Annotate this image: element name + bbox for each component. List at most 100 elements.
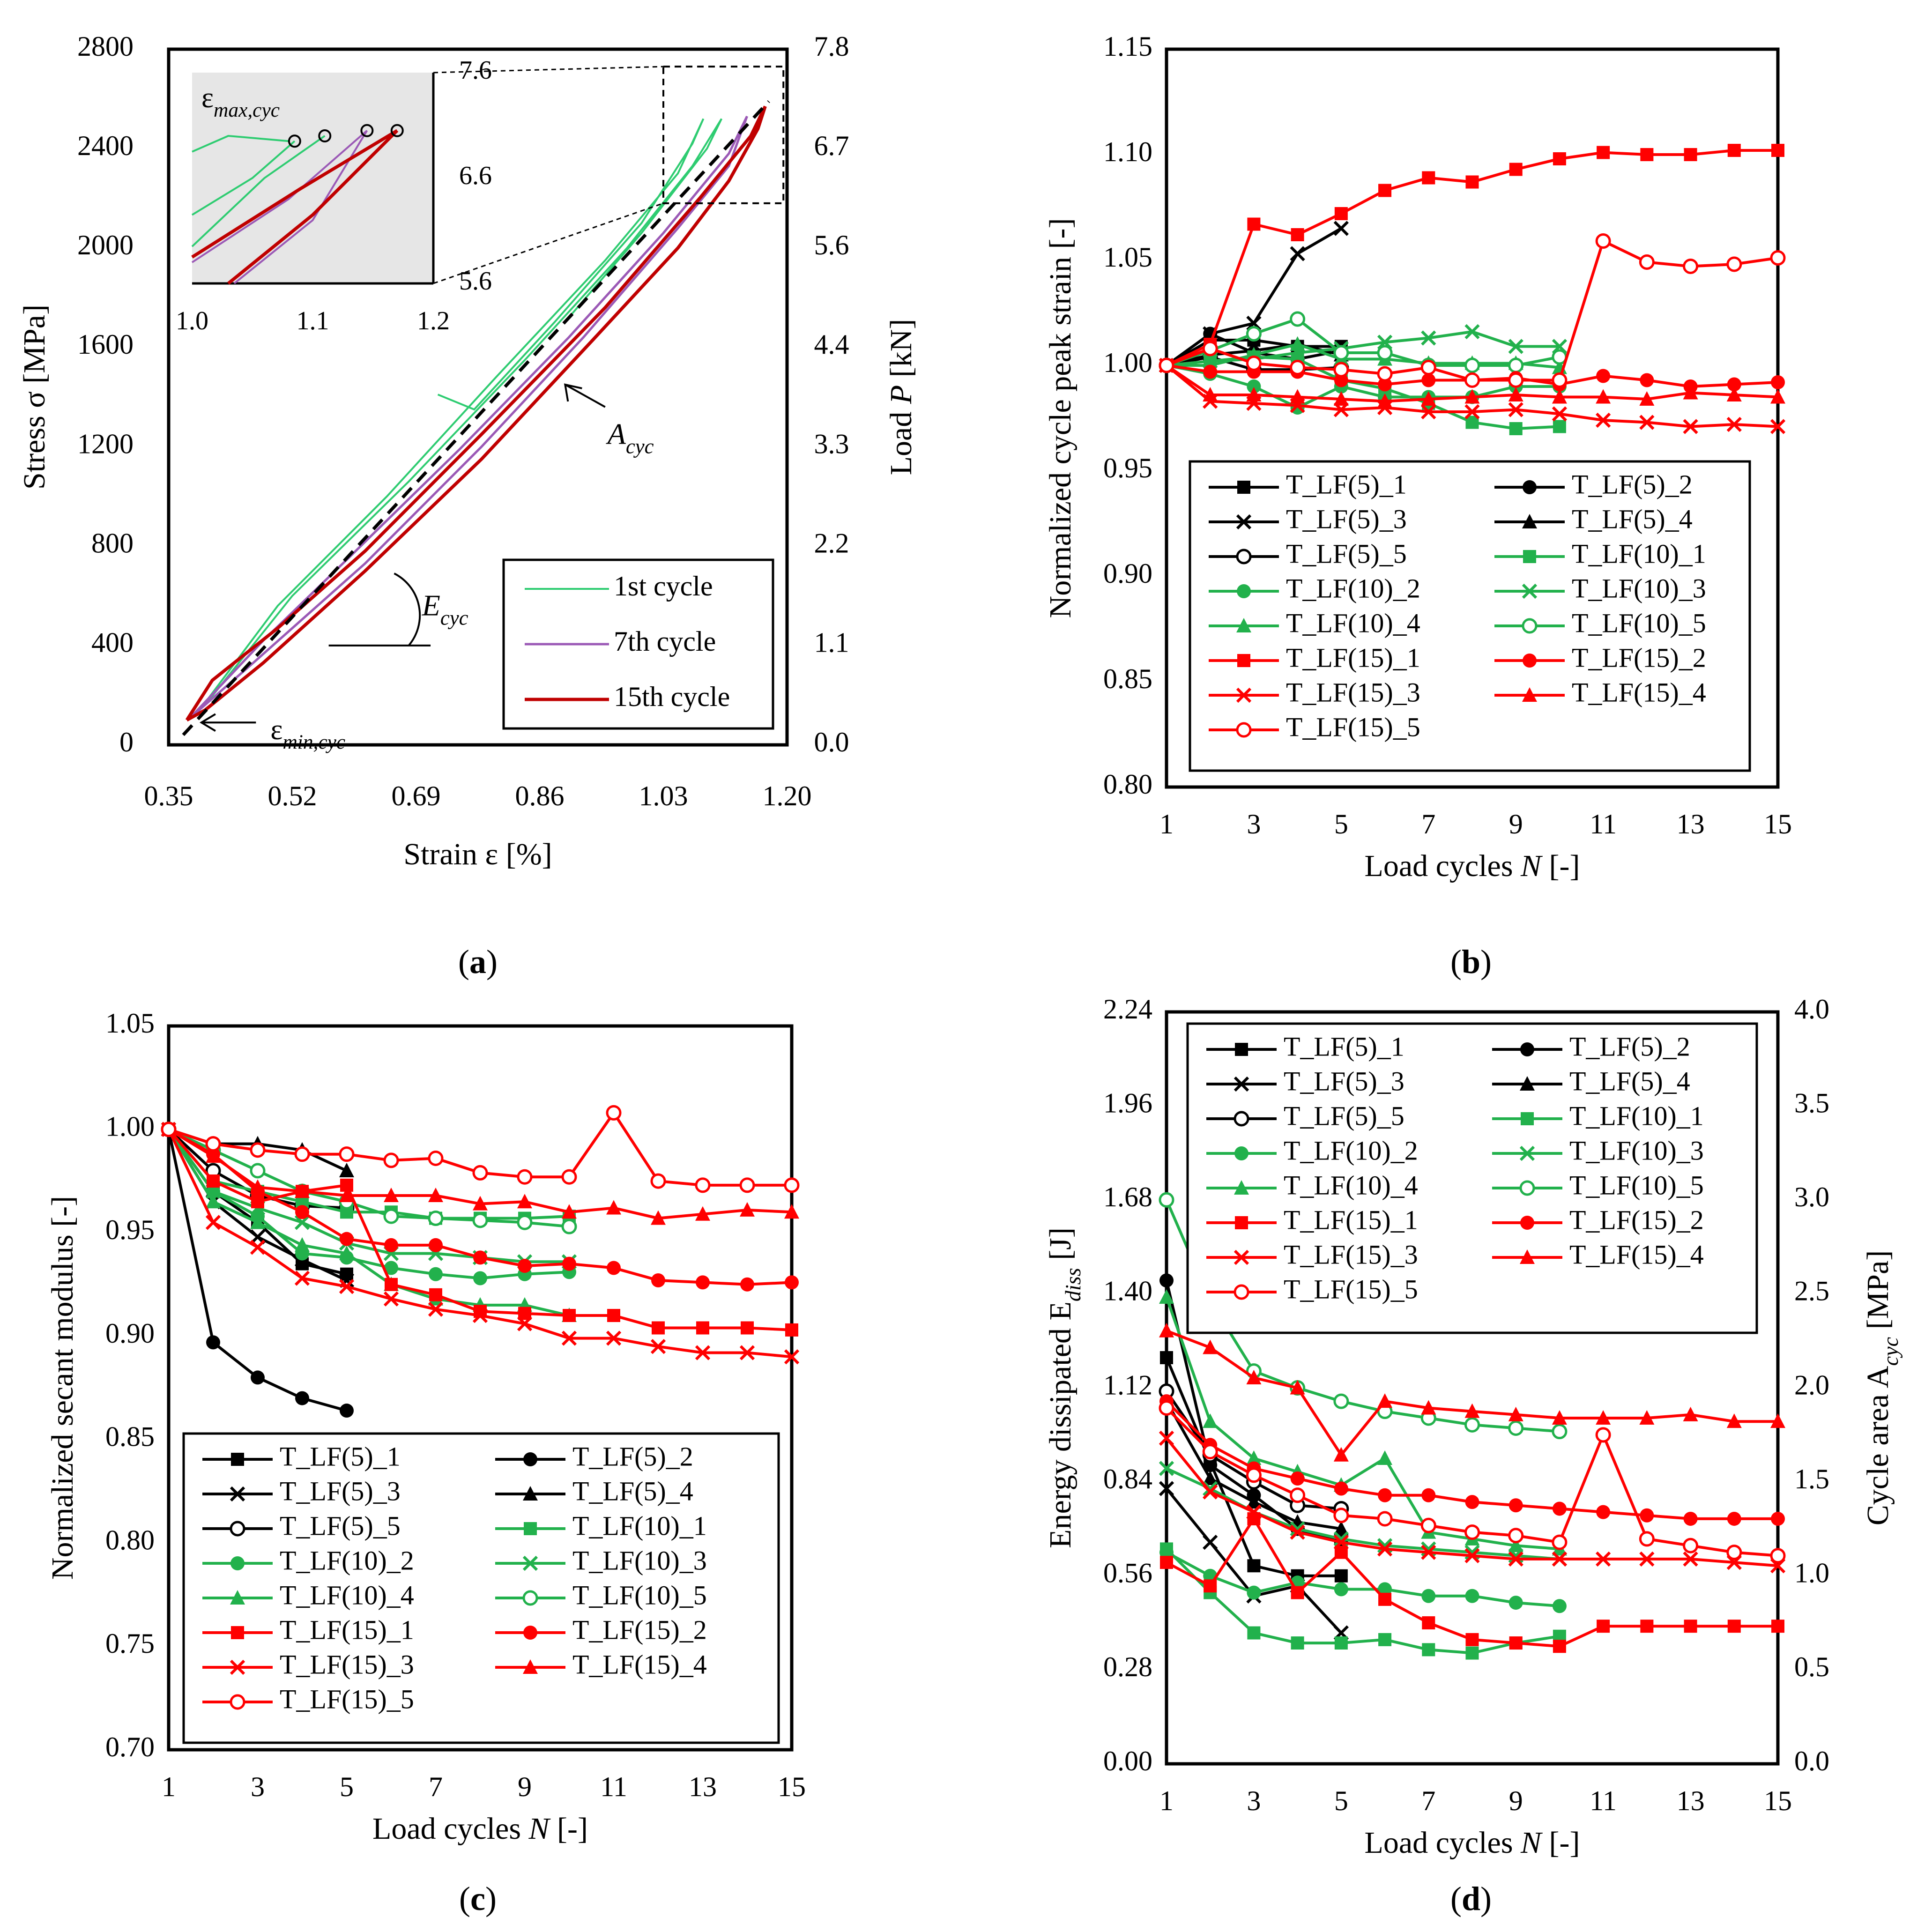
legend-label: T_LF(10)_1 — [572, 1510, 707, 1541]
data-point-T_LF(15)_3 — [784, 1349, 800, 1365]
legend-box — [1186, 1022, 1758, 1334]
legend-marker — [230, 1590, 245, 1605]
data-point-T_LF(15)_4 — [651, 1210, 666, 1225]
data-point-T_LF(15)_5 — [161, 1122, 177, 1137]
data-point-T_LF(10)_1 — [1378, 1633, 1392, 1646]
a-cyc-annotation: Acyc — [606, 417, 654, 458]
panel-caption: (a) — [458, 943, 498, 981]
data-point-T_LF(15)_3 — [1552, 1551, 1568, 1567]
legend-label: 1st cycle — [614, 571, 713, 602]
legend-label: T_LF(5)_4 — [572, 1476, 693, 1506]
data-point-T_LF(15)_2 — [1683, 1511, 1698, 1526]
legend-label: T_LF(10)_5 — [1569, 1170, 1704, 1200]
y-tick-label: 0.75 — [105, 1628, 155, 1659]
data-point-T_LF(15)_3 — [1683, 419, 1698, 434]
data-point-T_LF(15)_4 — [1508, 387, 1523, 401]
data-point-T_LF(15)_5 — [784, 1177, 800, 1193]
y-tick-label: 0.95 — [105, 1214, 155, 1245]
panel-c: 0.700.750.800.850.900.951.001.051 3 5 7 9 11 1… — [45, 1008, 806, 1846]
e-cyc-annotation-part: E — [422, 588, 440, 622]
x-tick-label: 13 — [689, 1771, 717, 1802]
legend-label: T_LF(5)_2 — [572, 1441, 693, 1471]
data-point-T_LF(15)_2 — [1727, 1511, 1741, 1526]
y2-tick-label: 5.6 — [814, 230, 849, 260]
y-tick-label: 0.85 — [1103, 663, 1152, 694]
data-point-T_LF(10)_1 — [1291, 1636, 1304, 1650]
y-axis-label-part: Stress σ [MPa] — [17, 305, 52, 490]
data-point-T_LF(15)_1 — [1509, 163, 1523, 176]
data-point-T_LF(15)_4 — [1726, 1413, 1742, 1428]
legend-label: T_LF(5)_1 — [280, 1441, 401, 1471]
x-tick-label: 9 — [518, 1771, 532, 1802]
x-tick-label: 5 — [1334, 1785, 1348, 1816]
y-axis-label: Energy dissipated Ediss [J] — [1043, 1227, 1085, 1548]
data-point-T_LF(15)_4 — [1552, 1410, 1567, 1425]
y-tick-label: 1.05 — [1103, 242, 1152, 273]
legend-label: T_LF(15)_5 — [1286, 712, 1420, 742]
data-point-T_LF(15)_4 — [695, 1206, 710, 1221]
y-tick-label: 2400 — [77, 130, 134, 161]
y-axis-label: Normalized cycle peak strain [-] — [1043, 218, 1077, 618]
e-min-annotation-part: ε — [270, 714, 282, 746]
data-point-T_LF(10)_4 — [1290, 336, 1305, 351]
series-line-T_LF(10)_5 — [168, 1128, 570, 1228]
a-cyc-annotation-part: cyc — [626, 435, 654, 458]
legend-marker — [231, 1453, 244, 1466]
panel-caption-part: a — [469, 943, 486, 981]
legend-label: T_LF(5)_5 — [1284, 1100, 1404, 1131]
data-point-T_LF(15)_3 — [739, 1345, 755, 1360]
y-tick-label: 0.70 — [105, 1731, 155, 1762]
data-point-T_LF(15)_4 — [1333, 1447, 1349, 1462]
data-point-T_LF(15)_4 — [562, 1204, 577, 1219]
data-point-T_LF(15)_3 — [561, 1330, 577, 1346]
data-point-T_LF(15)_1 — [385, 1278, 398, 1291]
data-point-T_LF(15)_4 — [740, 1202, 755, 1217]
data-point-T_LF(5)_3 — [1290, 246, 1305, 261]
legend-label: T_LF(15)_4 — [1569, 1239, 1704, 1270]
panel-b: 0.800.850.900.951.001.051.101.151 3 5 7 9 11 1… — [1043, 31, 1792, 883]
peak-strain-marker — [360, 124, 374, 137]
data-point-T_LF(5)_4 — [1246, 1494, 1262, 1509]
y-tick-label: 1.96 — [1103, 1087, 1152, 1118]
e-min-annotation-part: min,cyc — [282, 731, 345, 753]
data-point-T_LF(15)_3 — [339, 1279, 355, 1294]
data-point-T_LF(15)_1 — [563, 1309, 576, 1322]
legend-marker — [1234, 1180, 1249, 1195]
data-point-T_LF(10)_4 — [206, 1194, 221, 1209]
legend-marker — [1236, 687, 1252, 703]
legend-label: T_LF(15)_3 — [280, 1649, 414, 1679]
data-point-T_LF(15)_2 — [518, 1259, 532, 1273]
data-point-T_LF(10)_2 — [1508, 1596, 1523, 1610]
legend-label: T_LF(15)_1 — [280, 1614, 414, 1645]
data-point-T_LF(5)_2 — [295, 1391, 309, 1405]
modulus-angle-arc — [394, 572, 421, 646]
legend-label: T_LF(10)_2 — [280, 1545, 414, 1575]
data-point-T_LF(15)_3 — [1333, 1534, 1349, 1550]
data-point-T_LF(15)_1 — [1640, 148, 1654, 161]
data-point-T_LF(15)_1 — [1684, 1620, 1697, 1633]
legend-label: T_LF(10)_5 — [1572, 608, 1706, 638]
data-point-T_LF(15)_3 — [1421, 404, 1436, 420]
y-tick-label: 2.24 — [1103, 994, 1152, 1025]
legend-label: T_LF(5)_3 — [1284, 1066, 1404, 1096]
data-point-T_LF(15)_5 — [1508, 1528, 1524, 1544]
y-tick-label: 800 — [91, 528, 134, 558]
y-tick-label: 1600 — [77, 329, 134, 360]
data-point-T_LF(15)_4 — [1639, 391, 1655, 406]
y-tick-label: 0.85 — [105, 1421, 155, 1452]
panel-caption-part: ) — [1480, 1880, 1492, 1917]
data-point-T_LF(15)_5 — [650, 1173, 666, 1189]
e-max-annotation-part: max,cyc — [214, 99, 280, 121]
x-axis-label-part: [-] — [1541, 1826, 1580, 1860]
legend-label: T_LF(15)_2 — [1572, 642, 1706, 673]
data-point-T_LF(15)_4 — [606, 1200, 621, 1215]
series-line-T_LF(10)_3 — [167, 1128, 569, 1263]
data-point-T_LF(5)_1 — [1334, 1569, 1348, 1583]
data-point-T_LF(10)_2 — [1421, 1589, 1436, 1603]
data-point-T_LF(10)_2 — [1552, 1599, 1567, 1613]
inset-x-tick: 1.0 — [176, 306, 208, 335]
secant-modulus-line — [182, 100, 770, 736]
data-point-T_LF(10)_2 — [1465, 1589, 1479, 1603]
data-point-T_LF(15)_3 — [250, 1240, 266, 1255]
data-point-T_LF(15)_5 — [695, 1177, 711, 1193]
